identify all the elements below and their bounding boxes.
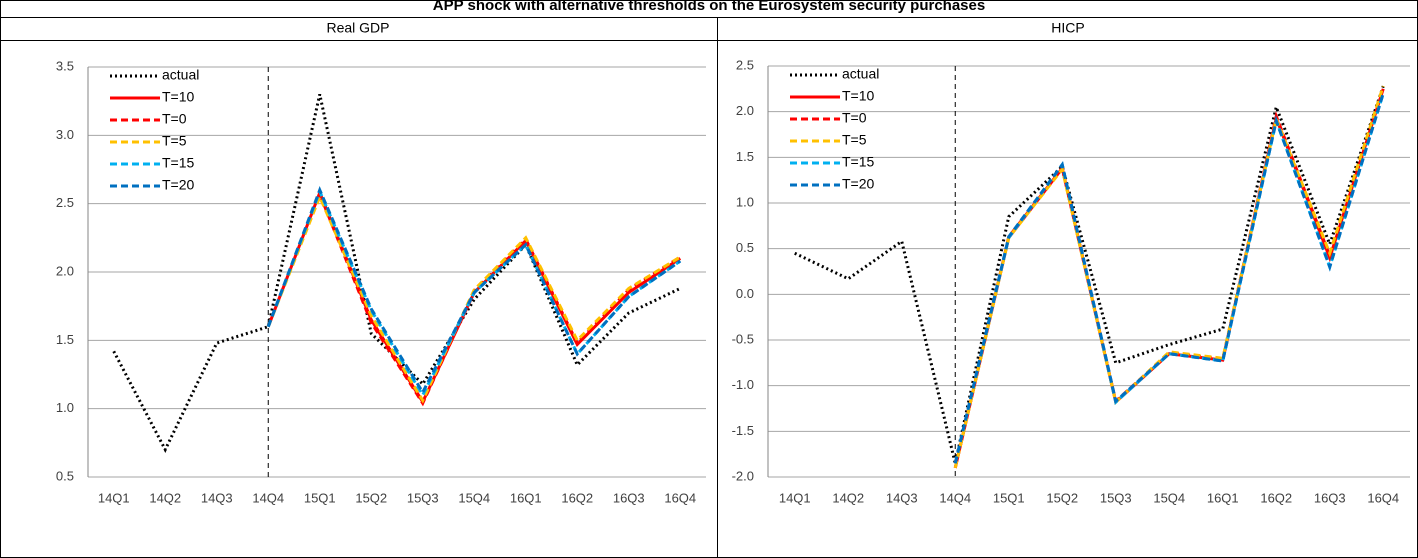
series-line [794,85,1385,464]
y-tick-label: 2.5 [56,195,74,210]
panel-title: HICP [1051,20,1084,36]
y-tick-label: 2.0 [56,263,74,278]
series-line [953,88,1385,469]
y-tick-label: 0.5 [56,468,74,483]
series-line [953,92,1385,464]
series-line [266,186,682,396]
x-tick-label: 16Q1 [1207,490,1239,505]
x-tick-label: 15Q4 [1153,490,1185,505]
series-line [266,192,682,404]
series-line [266,190,682,407]
legend-label: T=20 [842,176,875,192]
x-tick-label: 15Q1 [304,490,336,505]
x-tick-label: 15Q2 [355,490,387,505]
x-tick-label: 14Q1 [98,490,130,505]
series-line [112,94,681,454]
legend-label: actual [162,67,199,83]
y-tick-label: 3.5 [56,58,74,73]
series-line [953,86,1385,469]
legend-label: T=15 [162,155,195,171]
y-tick-label: 3.0 [56,127,74,142]
x-tick-label: 14Q1 [779,490,811,505]
legend-label: T=0 [842,110,867,126]
x-tick-label: 14Q2 [149,490,181,505]
legend-label: T=15 [842,154,875,170]
legend-label: actual [842,66,879,82]
figure-title: APP shock with alternative thresholds on… [433,0,985,14]
panel-title: Real GDP [326,20,389,36]
legend-label: T=20 [162,177,195,193]
x-tick-label: 16Q4 [664,490,696,505]
x-tick-label: 16Q4 [1367,490,1399,505]
y-tick-label: 1.0 [56,400,74,415]
y-tick-label: 1.5 [56,332,74,347]
y-tick-label: -0.5 [732,331,754,346]
x-tick-label: 14Q4 [939,490,971,505]
x-tick-label: 15Q4 [458,490,490,505]
legend-label: T=5 [162,133,187,149]
x-tick-label: 16Q2 [1260,490,1292,505]
x-tick-label: 16Q3 [1314,490,1346,505]
x-tick-label: 14Q3 [201,490,233,505]
x-tick-label: 15Q3 [407,490,439,505]
x-tick-label: 15Q2 [1046,490,1078,505]
series-line [953,85,1385,469]
x-tick-label: 14Q3 [886,490,918,505]
x-tick-label: 16Q1 [510,490,542,505]
x-tick-label: 14Q2 [832,490,864,505]
legend-label: T=5 [842,132,867,148]
y-tick-label: 1.5 [736,149,754,164]
x-tick-label: 15Q3 [1100,490,1132,505]
y-tick-label: 2.0 [736,103,754,118]
x-tick-label: 15Q1 [993,490,1025,505]
y-tick-label: 1.0 [736,194,754,209]
y-tick-label: -1.0 [732,377,754,392]
y-tick-label: 0.0 [736,286,754,301]
legend-label: T=10 [162,89,195,105]
x-tick-label: 14Q4 [252,490,284,505]
x-tick-label: 16Q2 [561,490,593,505]
series-line [953,92,1385,464]
legend-label: T=0 [162,111,187,127]
x-tick-label: 16Q3 [613,490,645,505]
y-tick-label: -2.0 [732,468,754,483]
y-tick-label: 0.5 [736,240,754,255]
legend-label: T=10 [842,88,875,104]
y-tick-label: 2.5 [736,57,754,72]
y-tick-label: -1.5 [732,423,754,438]
